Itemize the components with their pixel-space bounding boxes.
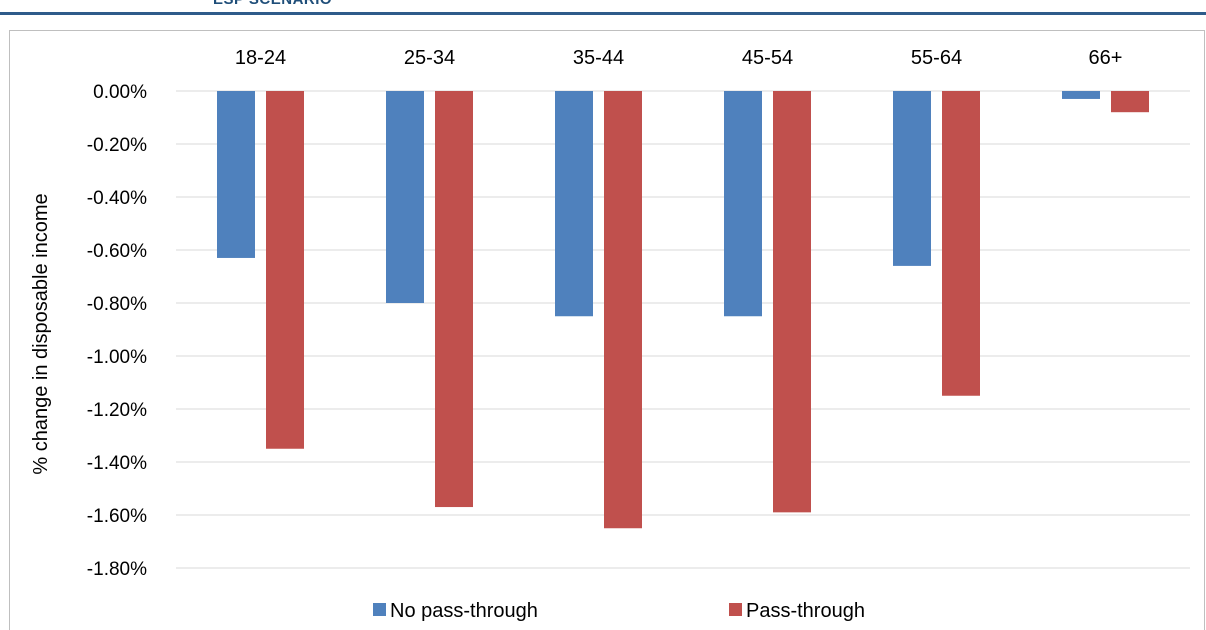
category-label: 45-54 — [742, 47, 793, 69]
legend-label: No pass-through — [390, 600, 538, 622]
bar-pass-through — [942, 91, 980, 396]
bar-pass-through — [1111, 91, 1149, 113]
bar-pass-through — [435, 91, 473, 508]
y-tick-label: -1.60% — [87, 506, 147, 527]
category-label: 66+ — [1089, 47, 1123, 69]
bars — [217, 91, 1149, 529]
legend-swatch — [729, 603, 742, 616]
bar-no-pass-through — [217, 91, 255, 258]
bar-no-pass-through — [724, 91, 762, 317]
y-tick-label: -0.40% — [87, 188, 147, 209]
category-labels: 18-24 25-34 35-44 45-54 55-64 66+ — [235, 47, 1123, 69]
page-section-title: ESP SCENARIO — [213, 0, 332, 8]
y-tick-label: -0.80% — [87, 294, 147, 315]
category-label: 18-24 — [235, 47, 286, 69]
legend-swatch — [373, 603, 386, 616]
category-label: 55-64 — [911, 47, 962, 69]
y-tick-label: -1.40% — [87, 453, 147, 474]
y-tick-label: 0.00% — [93, 82, 147, 103]
y-axis-label: % change in disposable income — [30, 193, 52, 474]
y-tick-labels: 0.00% -0.20% -0.40% -0.60% -0.80% -1.00% -1.20… — [87, 82, 147, 580]
legend-label: Pass-through — [746, 600, 865, 622]
y-tick-label: -1.20% — [87, 400, 147, 421]
y-tick-label: -0.60% — [87, 241, 147, 262]
chart-frame — [9, 30, 1205, 630]
bar-pass-through — [604, 91, 642, 529]
bar-pass-through — [266, 91, 304, 449]
category-label: 25-34 — [404, 47, 455, 69]
y-tick-label: -0.20% — [87, 135, 147, 156]
bar-no-pass-through — [386, 91, 424, 303]
bar-no-pass-through — [1062, 91, 1100, 99]
category-label: 35-44 — [573, 47, 624, 69]
header-rule — [0, 12, 1206, 15]
y-tick-label: -1.80% — [87, 559, 147, 580]
gridlines — [176, 90, 1190, 569]
y-tick-label: -1.00% — [87, 347, 147, 368]
bar-no-pass-through — [893, 91, 931, 266]
bar-pass-through — [773, 91, 811, 513]
legend: No pass-through Pass-through — [373, 600, 865, 622]
bar-no-pass-through — [555, 91, 593, 317]
